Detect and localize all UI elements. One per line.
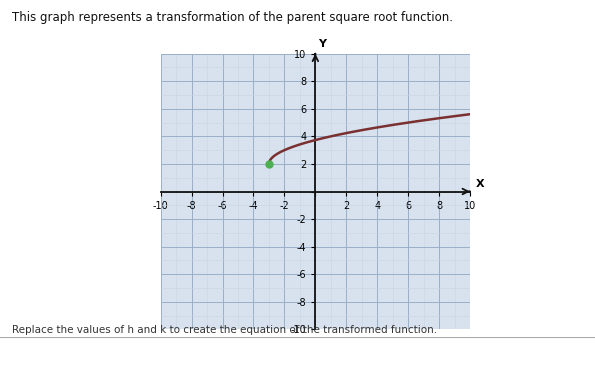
Text: Y: Y — [318, 39, 327, 49]
Text: X: X — [476, 179, 485, 190]
Text: This graph represents a transformation of the parent square root function.: This graph represents a transformation o… — [12, 11, 453, 25]
Text: Replace the values of h and k to create the equation of the transformed function: Replace the values of h and k to create … — [12, 325, 437, 335]
